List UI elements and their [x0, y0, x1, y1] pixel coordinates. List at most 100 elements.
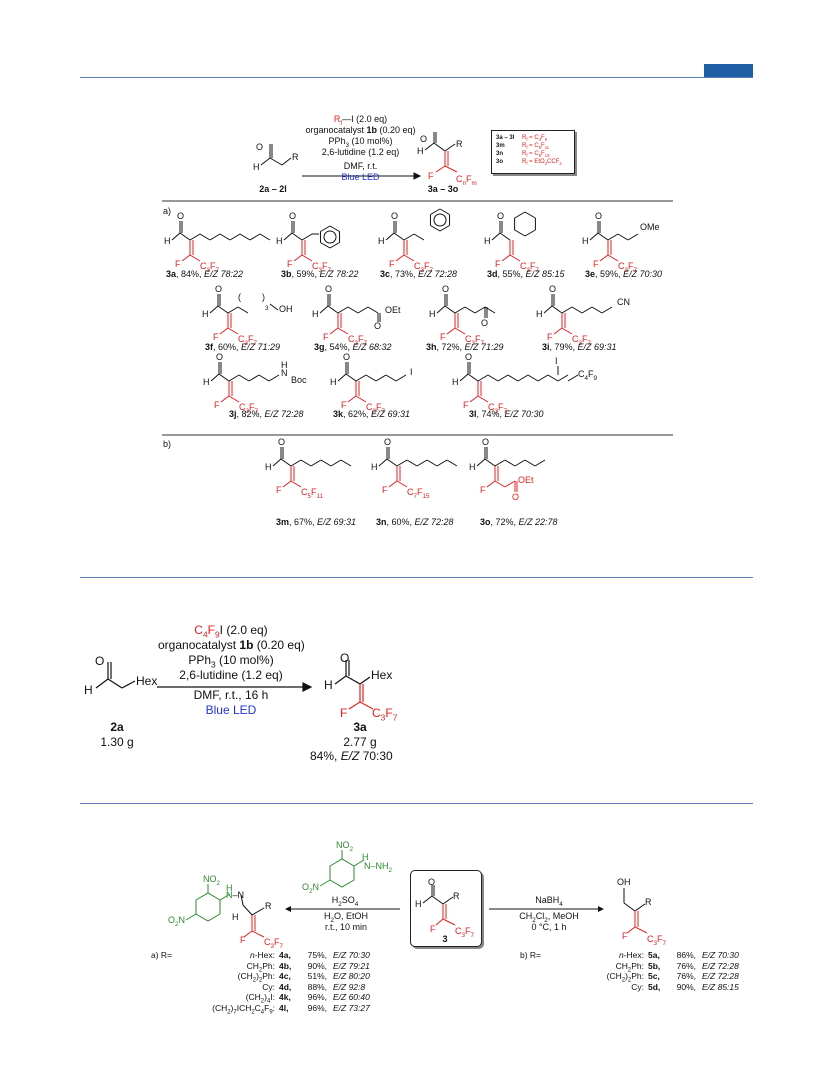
- atom-f: F: [382, 485, 388, 495]
- c3-f: F: [430, 924, 436, 934]
- bond-ch: [551, 305, 563, 314]
- bond-chain: [581, 306, 593, 314]
- bond-chain: [310, 459, 322, 467]
- atom-o: O: [177, 211, 185, 221]
- bond-ring: [430, 208, 441, 215]
- bond-ring: [524, 211, 536, 219]
- compound-caption: 3i, 79%, E/Z 69:31: [542, 342, 617, 352]
- c3-h: H: [415, 899, 422, 909]
- hz-f: F: [240, 935, 246, 945]
- bond-chain: [571, 306, 583, 314]
- atom-o: O: [343, 352, 351, 362]
- bond-h: [272, 458, 282, 467]
- atom-rf: C3F7: [200, 261, 220, 274]
- atom-h: H: [164, 236, 171, 246]
- bond-chain: [259, 233, 271, 241]
- bond-chain: [527, 374, 539, 382]
- bond-chain: [504, 459, 516, 467]
- left-conditions-lower: H2O, EtOH r.t., 10 min: [323, 911, 369, 932]
- atom-h: H: [429, 309, 436, 319]
- alc-f: F: [622, 931, 628, 941]
- bond-crf: [396, 480, 408, 488]
- bond-h: [436, 305, 446, 314]
- bond-h: [459, 373, 469, 382]
- s2-prod-hex: Hex: [371, 668, 393, 682]
- rf-legend-box: 3a – 3l Rf = C4F9 3m Rf = C5F11 3n Rf = C6F13…: [491, 130, 575, 174]
- atom-oet: OEt: [518, 475, 534, 485]
- bond-crf: [494, 480, 506, 488]
- bond-ch: [386, 458, 398, 467]
- result-row: (CH2)2Ph: 5c, 76%, E/Z 72:28: [606, 971, 739, 984]
- bond-chain: [385, 374, 397, 382]
- bond-ch: [393, 232, 405, 241]
- atom-oh: OH: [279, 304, 293, 314]
- atom-rf: C3F7: [520, 261, 540, 274]
- atom-h: H: [330, 377, 337, 387]
- bond-chain: [237, 306, 249, 314]
- atom-c4f9: C4F9: [578, 369, 598, 382]
- start-o: O: [256, 142, 264, 152]
- s2-start-o: O: [95, 654, 105, 668]
- bond-ring: [329, 242, 340, 249]
- bond-chain: [607, 233, 619, 241]
- result-row: CH2Ph: 5b, 76%, E/Z 72:28: [615, 960, 739, 974]
- result-row: CH2Ph: 4b, 90%, E/Z 79:21: [246, 960, 370, 974]
- atom-h: H: [202, 309, 209, 319]
- bond-chain: [454, 306, 466, 314]
- atom-rf: C3F7: [366, 402, 386, 415]
- atom-h: H: [469, 462, 476, 472]
- bond-cf: [347, 395, 357, 403]
- bond-chain: [514, 459, 526, 467]
- bond-h: [210, 373, 220, 382]
- bond-chain: [258, 374, 270, 382]
- bond-h: [589, 232, 599, 241]
- bond-chain: [591, 306, 603, 314]
- prod-r: R: [456, 139, 463, 149]
- product-label: 3a – 3o: [427, 184, 459, 194]
- atom-rf: C3F7: [238, 334, 258, 347]
- bond-crf: [228, 395, 240, 403]
- bond-chain: [340, 459, 352, 467]
- bond-chain: [229, 233, 241, 241]
- atom-f: F: [276, 485, 282, 495]
- s2-reagent: C4F9I (2.0 eq): [194, 623, 268, 640]
- bond-chain: [320, 459, 332, 467]
- bond-chain: [301, 233, 313, 241]
- atom-o: O: [497, 211, 505, 221]
- bond-chain: [300, 459, 312, 467]
- bond-ring: [439, 225, 450, 232]
- atom-n: N: [281, 368, 288, 378]
- s2-ppH3: PPh3 (10 mol%): [188, 653, 274, 670]
- alc-oh: OH: [617, 877, 631, 887]
- hz-nn: N–N: [226, 890, 245, 900]
- bond-chain: [567, 374, 579, 382]
- right-conditions-lower: CH2Cl2, MeOH 0 °C, 1 h: [519, 911, 579, 932]
- atom-rf: C3F7: [465, 334, 485, 347]
- bond-ch: [345, 373, 357, 382]
- bond-chain: [617, 233, 629, 241]
- alc-c3f7: C3F7: [647, 934, 667, 947]
- right-conditions: NaBH4: [535, 895, 563, 908]
- legend-row: 3m Rf = C5F11: [496, 143, 550, 151]
- bond-h: [337, 373, 347, 382]
- bond-ch: [179, 232, 191, 241]
- atom-boc: Boc: [291, 375, 307, 385]
- compound-caption: 3n, 60%, E/Z 72:28: [376, 517, 454, 527]
- atom-h: H: [276, 236, 283, 246]
- hyd-nh: H: [362, 852, 369, 862]
- compound-caption: 3f, 60%, E/Z 71:29: [205, 342, 281, 352]
- paren: (: [238, 292, 241, 302]
- atom-o: O: [289, 211, 297, 221]
- s2-prod-h: H: [324, 678, 333, 692]
- s2-prod-c3f7: C3F7: [372, 706, 398, 723]
- aromatic-circle: [433, 213, 447, 227]
- bond-ring: [439, 208, 450, 215]
- atom-f: F: [287, 259, 293, 269]
- bond-crf: [301, 254, 313, 262]
- bond-chain: [524, 459, 536, 467]
- bond-crf: [189, 254, 201, 262]
- bond-h: [543, 305, 553, 314]
- bond-chain: [375, 374, 387, 382]
